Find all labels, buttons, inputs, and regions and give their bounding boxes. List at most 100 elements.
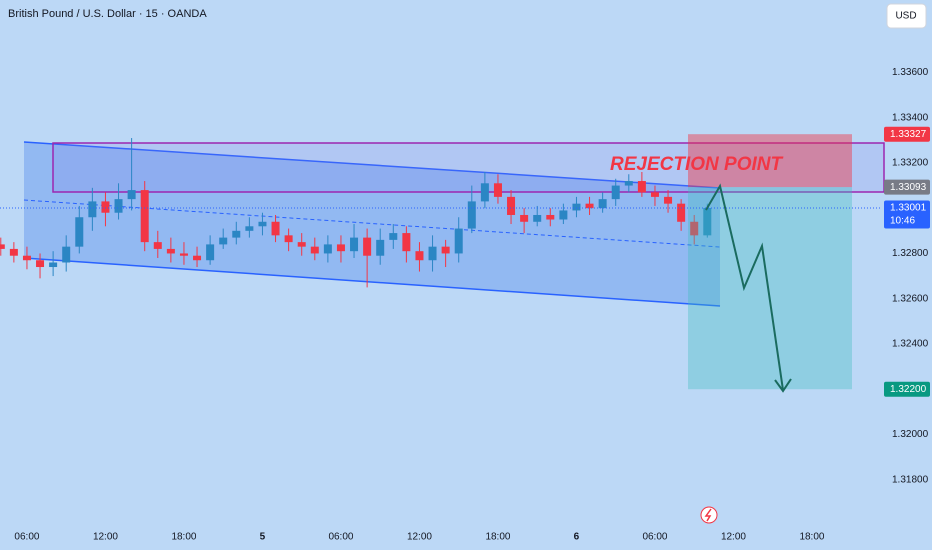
candle-body [690, 221, 699, 236]
candle-body [611, 185, 620, 200]
candle-body [533, 214, 542, 222]
candle-body [36, 260, 45, 268]
candle-body [140, 190, 149, 243]
price-label-box [884, 381, 930, 397]
candle-body [88, 201, 97, 218]
event-icon[interactable] [700, 506, 718, 524]
annotation: REJECTION POINT [610, 154, 783, 175]
currency-button[interactable] [886, 3, 927, 29]
y-tick-label: 1.31800 [892, 474, 929, 485]
candle-body [415, 251, 424, 261]
candle-body [22, 255, 31, 261]
channel-bottom [23, 257, 721, 307]
price-label: 1.33001 [890, 203, 927, 214]
candle-body [572, 203, 581, 211]
candle-body [297, 242, 306, 247]
chart-title: British Pound / U.S. Dollar · 15 · OANDA [8, 8, 207, 20]
channel-fill [24, 142, 720, 306]
candle-body [284, 235, 293, 243]
candle-body [219, 237, 228, 245]
candles [0, 138, 712, 288]
candle-body [428, 246, 437, 261]
x-tick-label: 18:00 [799, 532, 824, 543]
candle-body [258, 221, 267, 227]
candle-body [323, 244, 332, 254]
candle-body [637, 181, 646, 193]
x-tick-label: 18:00 [485, 532, 510, 543]
candle-body [245, 226, 254, 231]
price-label: 1.33093 [890, 182, 927, 193]
candle-body [350, 237, 359, 252]
candle-body [0, 244, 5, 249]
candle-body [624, 181, 633, 186]
x-tick-label: 06:00 [642, 532, 667, 543]
candle-body [467, 201, 476, 229]
candle-body [114, 199, 123, 213]
rejection-zone [52, 142, 885, 193]
overlay [0, 134, 882, 390]
candle-body [232, 230, 241, 238]
y-tick-label: 1.32000 [892, 429, 929, 440]
candle-body [153, 242, 162, 249]
candle-body [389, 233, 398, 240]
x-tick-label: 5 [260, 532, 266, 543]
event-bolt [704, 508, 712, 522]
candle-body [520, 214, 529, 222]
candle-body [62, 246, 71, 263]
candle-body [546, 214, 555, 220]
projection-arrow [705, 183, 784, 391]
candle-body [363, 237, 372, 256]
candle-body [101, 201, 110, 213]
candle-body [664, 196, 673, 204]
candle-body [75, 217, 84, 247]
channel-top [23, 141, 721, 189]
price-label-box [884, 179, 930, 195]
candle-body [9, 248, 18, 256]
candle-body [402, 233, 411, 252]
y-tick-label: 1.32800 [892, 248, 929, 259]
candle-body [336, 244, 345, 252]
channel-mid [23, 199, 721, 248]
candle-body [376, 239, 385, 256]
candle-body [650, 192, 659, 197]
candle-body [703, 207, 712, 236]
candle-body [559, 210, 568, 220]
countdown: 10:46 [890, 216, 915, 227]
x-tick-label: 12:00 [93, 532, 118, 543]
candle-body [480, 183, 489, 202]
x-tick-label: 18:00 [171, 532, 196, 543]
candle-body [598, 199, 607, 209]
stop-zone [688, 134, 852, 188]
candle-body [585, 203, 594, 209]
candle-body [454, 228, 463, 254]
y-tick-label: 1.32600 [892, 293, 929, 304]
candle-body [193, 255, 202, 261]
price-label-box [884, 126, 930, 142]
candle-body [677, 203, 686, 222]
x-tick-label: 12:00 [721, 532, 746, 543]
candle-body [507, 196, 516, 215]
candle-body [49, 262, 58, 268]
y-tick-label: 1.32400 [892, 339, 929, 350]
drawings [23, 141, 885, 307]
y-tick-label: 1.33200 [892, 158, 929, 169]
candle-body [271, 221, 280, 236]
arrow-head [774, 378, 792, 393]
y-tick-label: 1.33400 [892, 112, 929, 123]
currency-label[interactable]: USD [895, 11, 916, 22]
y-tick-label: 1.33600 [892, 67, 929, 78]
price-label-box [884, 200, 930, 229]
x-tick-label: 12:00 [407, 532, 432, 543]
candle-body [179, 253, 188, 256]
candle-body [127, 190, 136, 200]
x-tick-label: 06:00 [14, 532, 39, 543]
candle-body [206, 244, 215, 261]
candle-body [441, 246, 450, 254]
candle-body [166, 248, 175, 254]
x-tick-label: 06:00 [328, 532, 353, 543]
candle-body [493, 183, 502, 197]
target-zone [688, 187, 852, 390]
price-label: 1.33327 [890, 129, 927, 140]
